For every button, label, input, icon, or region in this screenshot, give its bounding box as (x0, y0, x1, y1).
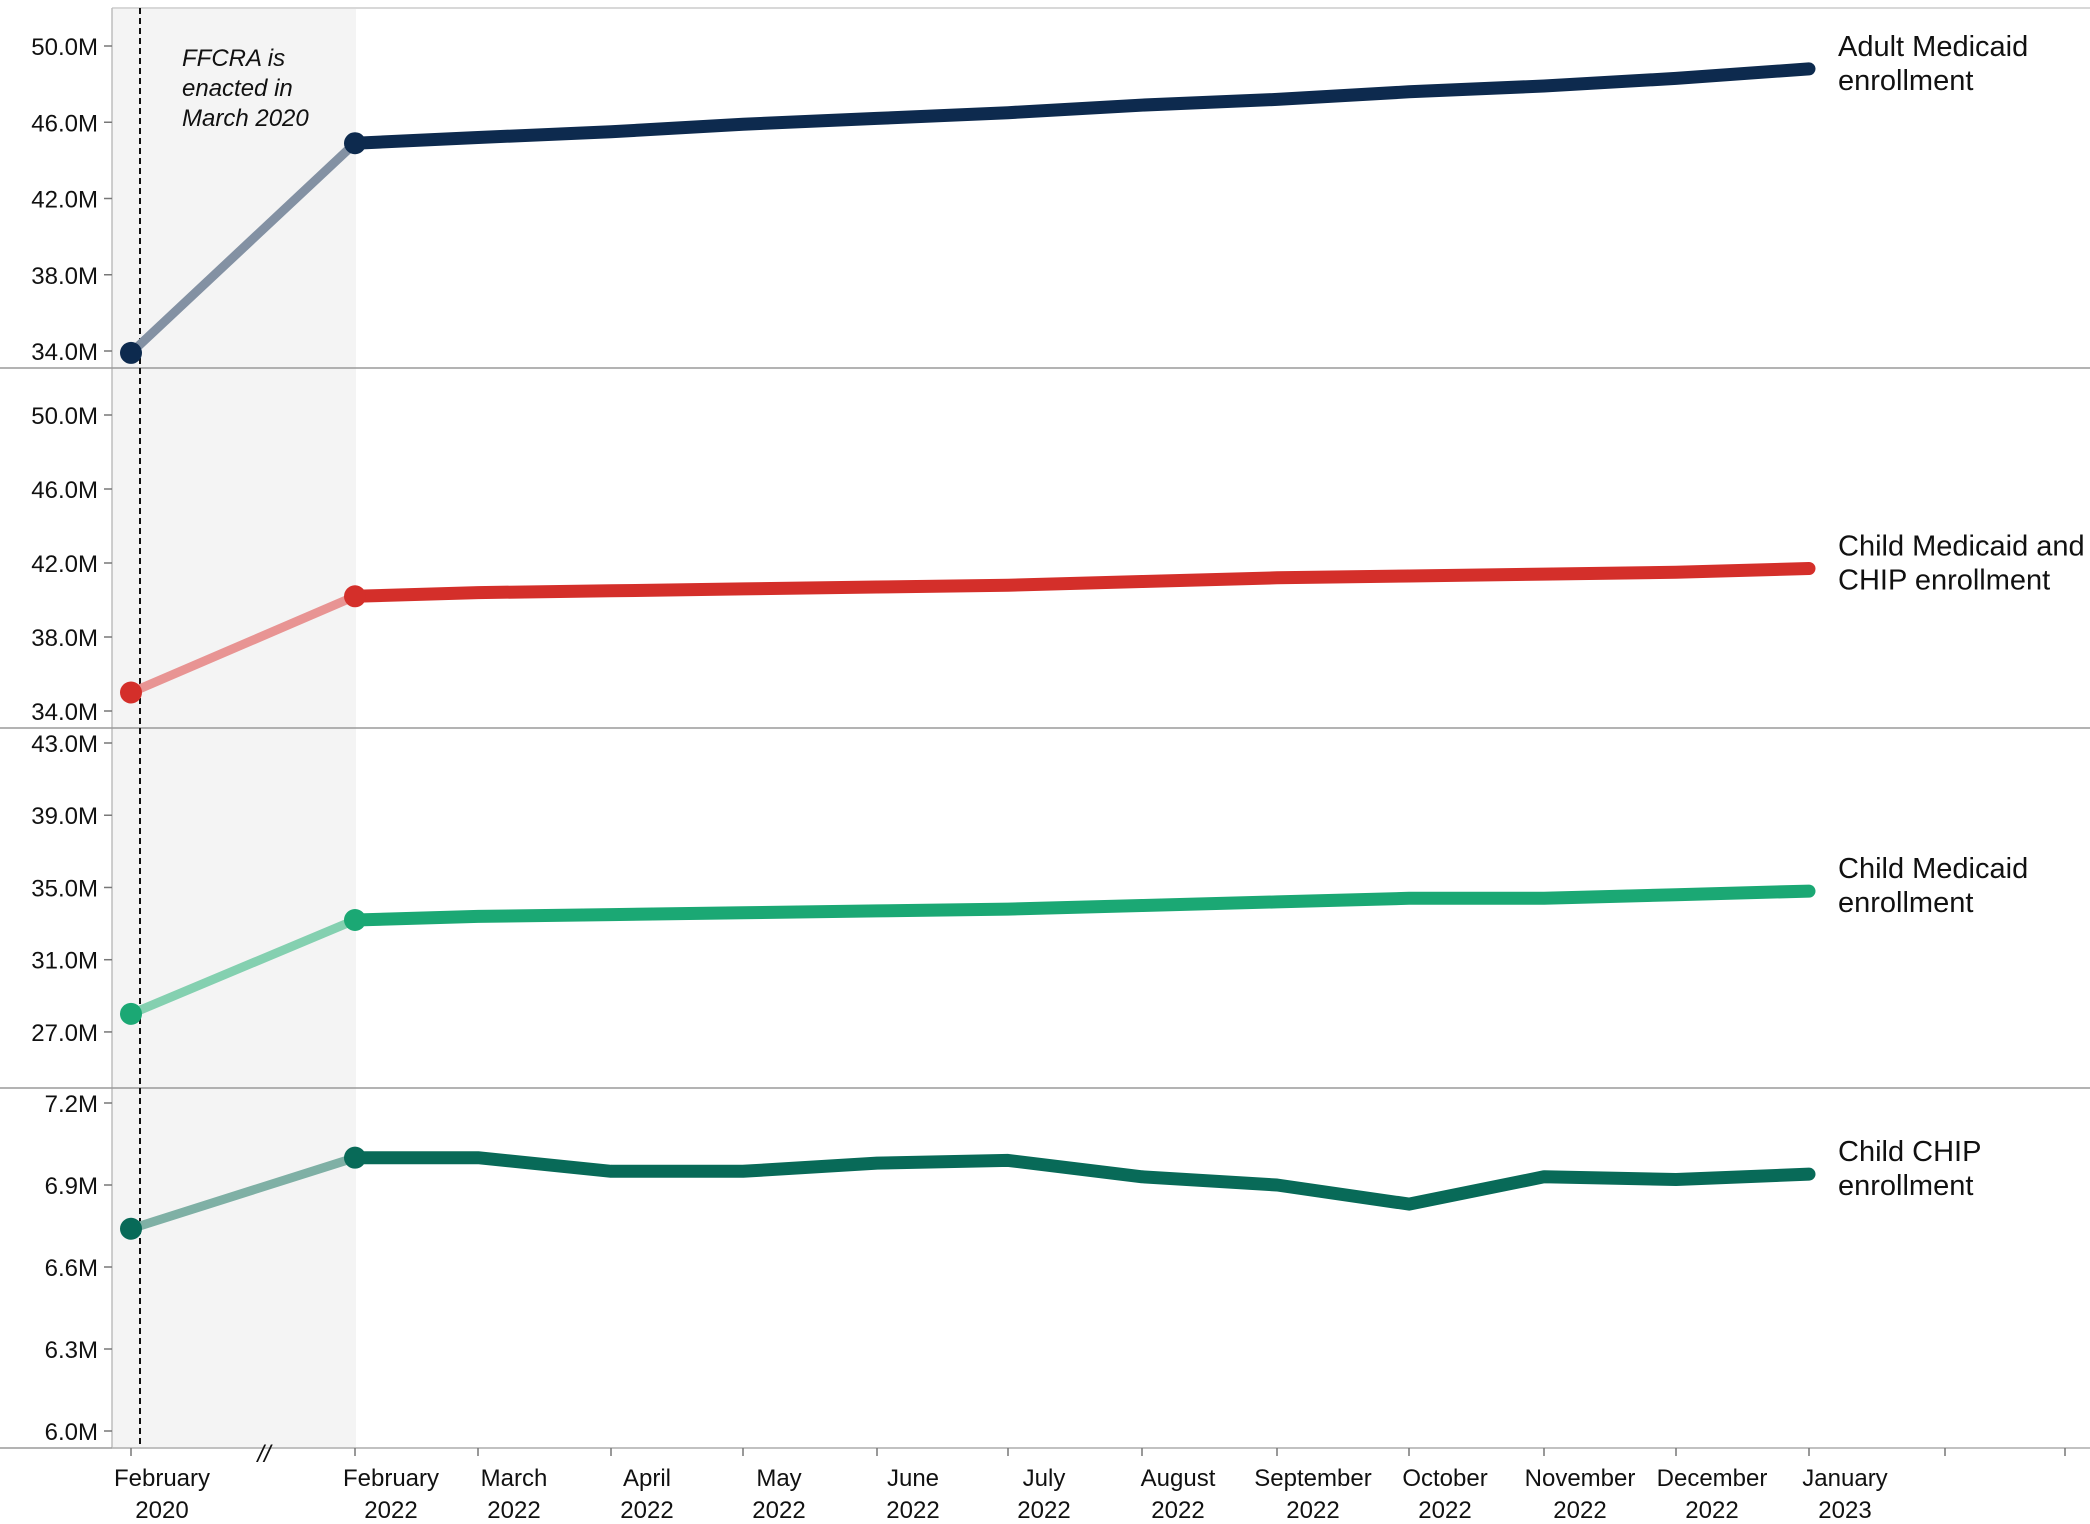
y-tick-label: 50.0M (31, 403, 98, 430)
annotation-line: FFCRA is (182, 45, 285, 72)
x-tick-label: 2022 (1685, 1497, 1738, 1524)
series-label: enrollment (1838, 1170, 1973, 1202)
x-tick-label: February (343, 1465, 439, 1492)
x-tick-label: August (1141, 1465, 1216, 1492)
x-tick-label: 2020 (135, 1497, 188, 1524)
x-tick-label: March (481, 1465, 548, 1492)
x-tick-label: 2022 (1553, 1497, 1606, 1524)
y-tick-label: 50.0M (31, 34, 98, 61)
series-label: enrollment (1838, 65, 1973, 97)
series-lead-segment (126, 591, 360, 697)
panel-3: 43.0M 39.0M 35.0M 31.0M 27.0M Child Medicaide… (31, 731, 2028, 1047)
annotation-line: March 2020 (182, 105, 309, 132)
x-tick-label: February (114, 1465, 210, 1492)
x-tick-label: 2022 (752, 1497, 805, 1524)
y-tick-label: 6.6M (45, 1255, 98, 1282)
y-tick-label: 35.0M (31, 875, 98, 902)
annotation-line: enacted in (182, 75, 293, 102)
x-tick-label: June (887, 1465, 939, 1492)
y-tick-label: 43.0M (31, 731, 98, 758)
x-tick-label: January (1802, 1465, 1887, 1492)
series-lead-segment (126, 1153, 360, 1234)
y-tick-label: 7.2M (45, 1091, 98, 1118)
series-label: Adult Medicaid (1838, 31, 2028, 63)
x-tick-label: September (1254, 1465, 1371, 1492)
series-label: Child CHIP (1838, 1136, 1981, 1168)
series-point (344, 132, 366, 155)
x-tick-label: 2022 (1286, 1497, 1339, 1524)
y-tick-label: 6.0M (45, 1419, 98, 1446)
series-label: CHIP enrollment (1838, 565, 2050, 597)
y-tick-label: 46.0M (31, 477, 98, 504)
series-lead-segment (126, 138, 360, 358)
y-tick-label: 46.0M (31, 110, 98, 137)
axis-break-marker: // (255, 1441, 273, 1468)
series-label: Child Medicaid (1838, 853, 2028, 885)
x-tick-label: April (623, 1465, 671, 1492)
series-point-start (120, 341, 142, 364)
series-point-start (120, 1002, 142, 1025)
x-tick-label: 2022 (1017, 1497, 1070, 1524)
x-tick-label: December (1657, 1465, 1768, 1492)
series-point-start (120, 1217, 142, 1240)
y-tick-label: 38.0M (31, 625, 98, 652)
y-tick-label: 6.9M (45, 1173, 98, 1200)
y-tick-label: 31.0M (31, 948, 98, 975)
series-point-start (120, 681, 142, 704)
y-tick-label: 42.0M (31, 551, 98, 578)
x-tick-label: May (756, 1465, 801, 1492)
series-point (344, 1146, 366, 1169)
x-tick-label: July (1023, 1465, 1066, 1492)
series-point (344, 908, 366, 931)
series-point (344, 585, 366, 608)
panel-2: 50.0M 46.0M 42.0M 38.0M 34.0M Child Medicaid … (31, 403, 2084, 726)
x-tick-label: 2022 (1418, 1497, 1471, 1524)
x-tick-label: 2022 (886, 1497, 939, 1524)
y-tick-label: 6.3M (45, 1337, 98, 1364)
y-tick-label: 34.0M (31, 699, 98, 726)
y-tick-label: 27.0M (31, 1020, 98, 1047)
series-lead-segment (126, 915, 360, 1019)
y-tick-label: 39.0M (31, 803, 98, 830)
x-tick-label: October (1402, 1465, 1487, 1492)
x-tick-label: November (1525, 1465, 1636, 1492)
series-label: enrollment (1838, 887, 1973, 919)
series-line (348, 1151, 1816, 1211)
series-line (348, 884, 1816, 927)
y-tick-label: 42.0M (31, 187, 98, 214)
series-label: Child Medicaid and (1838, 531, 2085, 563)
x-tick-label: 2022 (620, 1497, 673, 1524)
x-tick-label: 2022 (364, 1497, 417, 1524)
y-tick-label: 38.0M (31, 263, 98, 290)
x-tick-label: 2022 (487, 1497, 540, 1524)
x-tick-label: 2023 (1818, 1497, 1871, 1524)
y-tick-label: 34.0M (31, 339, 98, 366)
series-line (348, 62, 1816, 150)
x-tick-label: 2022 (1151, 1497, 1204, 1524)
series-line (348, 562, 1816, 603)
